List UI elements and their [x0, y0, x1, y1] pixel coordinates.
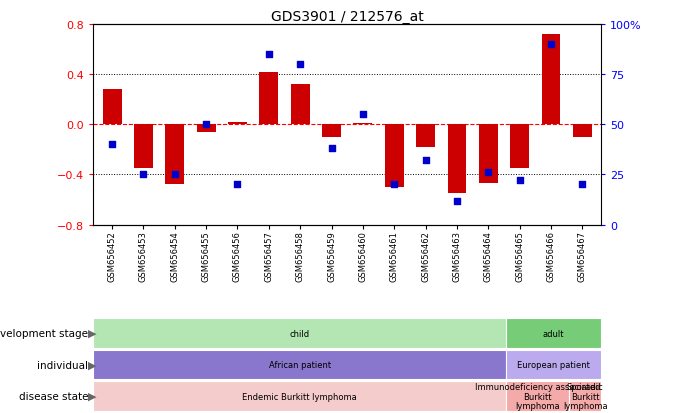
Text: European patient: European patient — [517, 360, 590, 369]
Point — [389, 182, 400, 188]
Text: Endemic Burkitt lymphoma: Endemic Burkitt lymphoma — [243, 392, 357, 401]
Point — [294, 62, 305, 68]
Point — [420, 158, 431, 164]
Point — [451, 198, 462, 204]
Bar — [573, 125, 591, 138]
Point — [200, 122, 211, 128]
Point — [138, 172, 149, 178]
Bar — [569, 381, 601, 411]
Point — [545, 42, 556, 48]
Point — [357, 112, 368, 118]
Point — [483, 170, 494, 176]
Bar — [385, 125, 404, 188]
Point — [577, 182, 588, 188]
Bar — [93, 381, 506, 411]
Text: development stage: development stage — [0, 328, 88, 338]
Bar — [165, 125, 184, 185]
Point — [514, 178, 525, 184]
Text: ▶: ▶ — [88, 328, 96, 338]
Text: child: child — [290, 329, 310, 338]
Bar — [228, 122, 247, 125]
Point — [169, 172, 180, 178]
Bar — [93, 350, 506, 380]
Bar — [479, 125, 498, 184]
Text: ▶: ▶ — [88, 391, 96, 401]
Bar — [291, 85, 310, 125]
Bar — [416, 125, 435, 147]
Bar — [259, 72, 278, 125]
Text: Immunodeficiency associated
Burkitt
lymphoma: Immunodeficiency associated Burkitt lymp… — [475, 382, 600, 410]
Point — [232, 182, 243, 188]
Point — [263, 52, 274, 58]
Text: Sporadic
Burkitt
lymphoma: Sporadic Burkitt lymphoma — [563, 382, 607, 410]
Bar — [354, 123, 372, 125]
Bar — [506, 381, 569, 411]
Title: GDS3901 / 212576_at: GDS3901 / 212576_at — [271, 10, 424, 24]
Bar — [448, 125, 466, 194]
Bar — [197, 125, 216, 133]
Point — [106, 142, 117, 148]
Text: adult: adult — [543, 329, 565, 338]
Bar — [103, 90, 122, 125]
Bar — [506, 318, 601, 348]
Bar — [506, 350, 601, 380]
Text: ▶: ▶ — [88, 360, 96, 370]
Bar — [322, 125, 341, 138]
Bar — [134, 125, 153, 169]
Point — [326, 146, 337, 152]
Bar — [93, 318, 506, 348]
Text: individual: individual — [37, 360, 88, 370]
Text: African patient: African patient — [269, 360, 331, 369]
Bar — [542, 35, 560, 125]
Text: disease state: disease state — [19, 391, 88, 401]
Bar — [510, 125, 529, 169]
